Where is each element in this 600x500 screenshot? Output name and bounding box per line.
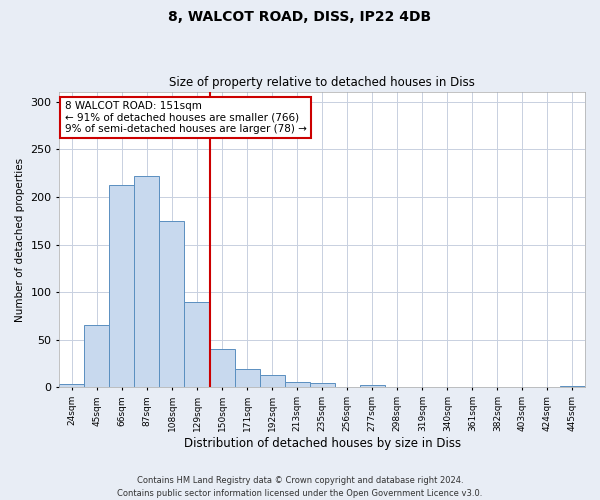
Bar <box>109 186 134 388</box>
Bar <box>209 350 235 388</box>
Bar <box>235 370 260 388</box>
Bar <box>85 326 109 388</box>
Text: 8, WALCOT ROAD, DISS, IP22 4DB: 8, WALCOT ROAD, DISS, IP22 4DB <box>169 10 431 24</box>
Bar <box>260 375 284 388</box>
Text: Contains HM Land Registry data © Crown copyright and database right 2024.
Contai: Contains HM Land Registry data © Crown c… <box>118 476 482 498</box>
Bar <box>310 382 335 388</box>
Bar <box>59 384 85 388</box>
Bar <box>560 386 585 388</box>
Bar <box>160 220 184 388</box>
Bar <box>184 302 209 388</box>
Bar <box>134 176 160 388</box>
Text: 8 WALCOT ROAD: 151sqm
← 91% of detached houses are smaller (766)
9% of semi-deta: 8 WALCOT ROAD: 151sqm ← 91% of detached … <box>65 101 307 134</box>
X-axis label: Distribution of detached houses by size in Diss: Distribution of detached houses by size … <box>184 437 461 450</box>
Bar <box>284 382 310 388</box>
Y-axis label: Number of detached properties: Number of detached properties <box>15 158 25 322</box>
Bar <box>360 384 385 388</box>
Title: Size of property relative to detached houses in Diss: Size of property relative to detached ho… <box>169 76 475 90</box>
